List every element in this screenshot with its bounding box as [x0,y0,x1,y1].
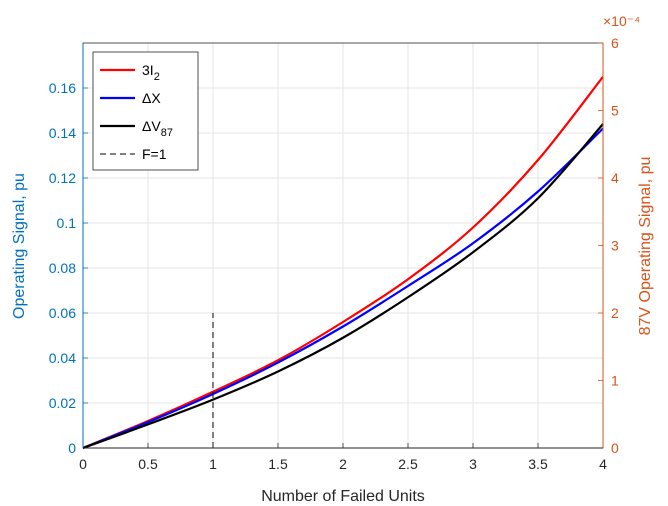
y-axis-right-exponent: ×10⁻⁴ [603,13,640,29]
legend-label-main: F=1 [142,146,167,162]
x-tick-label: 1.5 [268,456,288,472]
series-line-1 [82,127,604,450]
y-right-tick-label: 6 [611,35,619,51]
y-left-tick-label: 0.06 [49,305,76,321]
x-tick-label: 1 [209,456,217,472]
x-axis-label: Number of Failed Units [261,488,425,505]
y-left-tick-label: 0.08 [49,260,76,276]
y-left-tick-label: 0.14 [49,125,76,141]
x-tick-label: 0.5 [138,456,158,472]
legend-label: ΔV87 [142,118,173,139]
axes [82,42,604,449]
series-group [82,76,604,450]
legend-label: F=1 [142,146,167,162]
x-tick-label: 3.5 [528,456,548,472]
y-left-tick-label: 0.16 [49,80,76,96]
legend-label: ΔX [142,90,161,106]
x-tick-label: 3 [469,456,477,472]
legend-label-sub: 2 [154,71,160,83]
y-right-tick-label: 0 [611,440,619,456]
y-right-tick-label: 2 [611,305,619,321]
x-tick-label: 0 [79,456,87,472]
series-line-0 [82,76,604,450]
y-left-tick-label: 0.02 [49,395,76,411]
y-right-tick-label: 1 [611,373,619,389]
y-axis-left-label: Operating Signal, pu [11,173,28,319]
legend-box [92,51,199,171]
x-tick-label: 2.5 [398,456,418,472]
y-right-tick-label: 5 [611,103,619,119]
x-tick-label: 2 [339,456,347,472]
y-left-tick-label: 0.1 [57,215,77,231]
legend-label-main: 3I [142,62,154,78]
tick-labels: 0 0.5 1 1.5 2 2.5 3 3.5 400.020.040.060.080.10.1… [49,35,619,472]
legend-label: 3I2 [142,62,160,83]
legend-label-main: ΔX [142,90,161,106]
legend: 3I2 ΔX ΔV87 F=1 [92,51,199,171]
x-tick-label: 4 [599,456,607,472]
series-line-2 [82,123,604,450]
y-left-tick-label: 0 [68,440,76,456]
y-left-tick-label: 0.04 [49,350,76,366]
legend-label-sub: 87 [161,127,173,139]
y-right-tick-label: 3 [611,238,619,254]
y-axis-right-label: 87V Operating Signal, pu [637,157,654,336]
y-left-tick-label: 0.12 [49,170,76,186]
y-right-tick-label: 4 [611,170,619,186]
legend-label-main: ΔV [142,118,161,134]
legend-items: 3I2 ΔX ΔV87 F=1 [100,62,173,162]
